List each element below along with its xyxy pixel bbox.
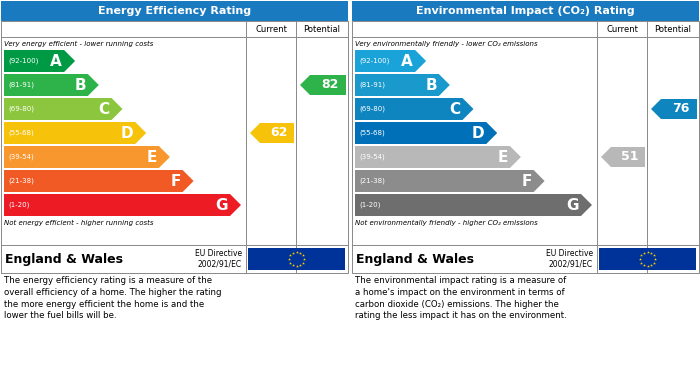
Text: (1-20): (1-20) (359, 202, 380, 208)
Polygon shape (4, 50, 75, 72)
Text: 82: 82 (321, 79, 339, 91)
Text: Energy Efficiency Rating: Energy Efficiency Rating (98, 6, 251, 16)
Polygon shape (601, 147, 645, 167)
Polygon shape (4, 122, 146, 144)
Polygon shape (4, 170, 194, 192)
Text: (1-20): (1-20) (8, 202, 29, 208)
Text: (81-91): (81-91) (8, 82, 34, 88)
Text: England & Wales: England & Wales (356, 253, 474, 265)
Text: C: C (99, 102, 109, 117)
Text: Not environmentally friendly - higher CO₂ emissions: Not environmentally friendly - higher CO… (355, 220, 538, 226)
Text: A: A (50, 54, 62, 68)
Text: (92-100): (92-100) (359, 58, 389, 64)
Text: EU Directive
2002/91/EC: EU Directive 2002/91/EC (546, 249, 593, 269)
Polygon shape (250, 123, 294, 143)
Text: 51: 51 (622, 151, 638, 163)
Text: F: F (170, 174, 181, 188)
Polygon shape (4, 146, 170, 168)
Polygon shape (355, 98, 473, 120)
Bar (1, 1, 348, 21)
Polygon shape (355, 170, 545, 192)
Text: Environmental Impact (CO₂) Rating: Environmental Impact (CO₂) Rating (416, 6, 635, 16)
Text: C: C (449, 102, 461, 117)
Text: Current: Current (255, 25, 287, 34)
Polygon shape (4, 74, 99, 96)
Text: E: E (146, 149, 157, 165)
Text: A: A (401, 54, 413, 68)
Text: 76: 76 (672, 102, 690, 115)
Text: Not energy efficient - higher running costs: Not energy efficient - higher running co… (4, 220, 153, 226)
Polygon shape (4, 98, 122, 120)
Text: (39-54): (39-54) (359, 154, 385, 160)
Bar (1, 21, 348, 273)
Bar (599, 248, 696, 270)
Text: B: B (425, 77, 437, 93)
Text: F: F (522, 174, 531, 188)
Text: G: G (566, 197, 579, 212)
Polygon shape (355, 74, 450, 96)
Text: (55-68): (55-68) (359, 130, 385, 136)
Polygon shape (300, 75, 346, 95)
Text: EU Directive
2002/91/EC: EU Directive 2002/91/EC (195, 249, 242, 269)
Polygon shape (355, 194, 592, 216)
Text: (92-100): (92-100) (8, 58, 38, 64)
Polygon shape (355, 50, 426, 72)
Text: G: G (216, 197, 228, 212)
Text: England & Wales: England & Wales (5, 253, 123, 265)
Text: The energy efficiency rating is a measure of the
overall efficiency of a home. T: The energy efficiency rating is a measur… (4, 276, 221, 320)
Text: Very energy efficient - lower running costs: Very energy efficient - lower running co… (4, 41, 153, 47)
Polygon shape (4, 194, 241, 216)
Text: (69-80): (69-80) (359, 106, 385, 112)
Text: Potential: Potential (654, 25, 692, 34)
Text: (21-38): (21-38) (359, 178, 385, 184)
Text: Potential: Potential (304, 25, 340, 34)
Text: D: D (472, 126, 484, 140)
Text: The environmental impact rating is a measure of
a home's impact on the environme: The environmental impact rating is a mea… (355, 276, 567, 320)
Text: 62: 62 (270, 127, 288, 140)
Bar (352, 21, 699, 273)
Polygon shape (355, 146, 521, 168)
Polygon shape (355, 122, 497, 144)
Text: B: B (74, 77, 86, 93)
Text: D: D (120, 126, 133, 140)
Polygon shape (651, 99, 697, 119)
Text: E: E (498, 149, 508, 165)
Text: Current: Current (606, 25, 638, 34)
Text: (39-54): (39-54) (8, 154, 34, 160)
Text: (81-91): (81-91) (359, 82, 385, 88)
Text: Very environmentally friendly - lower CO₂ emissions: Very environmentally friendly - lower CO… (355, 41, 538, 47)
Bar (248, 248, 345, 270)
Text: (55-68): (55-68) (8, 130, 34, 136)
Text: (21-38): (21-38) (8, 178, 34, 184)
Bar (352, 1, 699, 21)
Text: (69-80): (69-80) (8, 106, 34, 112)
